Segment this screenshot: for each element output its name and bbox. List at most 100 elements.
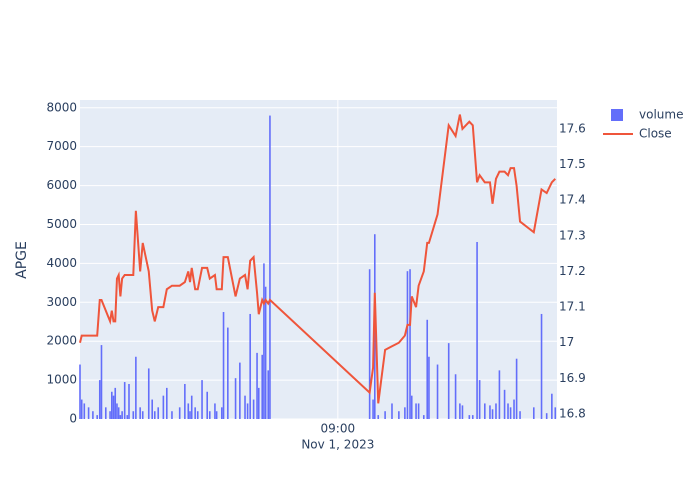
bar xyxy=(264,286,267,419)
bar xyxy=(417,403,420,419)
y2-tick-label: 17.1 xyxy=(559,300,586,314)
y-tick-label: 0 xyxy=(69,412,77,426)
bar xyxy=(545,413,548,419)
bar xyxy=(447,343,450,419)
bar xyxy=(252,399,255,419)
y-tick-label: 6000 xyxy=(46,178,77,192)
bar xyxy=(112,395,115,419)
bar xyxy=(398,411,400,419)
bar xyxy=(153,411,156,419)
bar xyxy=(187,403,190,419)
bar xyxy=(139,407,141,419)
bar xyxy=(406,271,409,419)
bar xyxy=(513,399,515,419)
bar xyxy=(422,415,425,419)
bar xyxy=(98,380,101,419)
bar xyxy=(208,411,211,419)
y-axis-title: APGE xyxy=(14,241,30,279)
bar xyxy=(509,407,512,419)
plot-area xyxy=(80,100,557,419)
bar xyxy=(92,411,94,419)
bar xyxy=(261,354,264,419)
bar xyxy=(117,407,120,419)
bar xyxy=(368,269,371,419)
bar xyxy=(227,327,229,419)
y2-tick-label: 17.4 xyxy=(559,193,586,207)
bar xyxy=(551,393,553,419)
bar xyxy=(190,395,193,419)
y-tick-label: 2000 xyxy=(46,334,77,348)
bar xyxy=(415,403,417,419)
bar xyxy=(495,403,497,419)
bar xyxy=(126,415,129,419)
bar xyxy=(489,405,491,419)
bar xyxy=(96,415,98,419)
bar xyxy=(215,411,218,419)
bar xyxy=(249,313,251,419)
bar xyxy=(206,391,208,419)
bar xyxy=(532,407,535,419)
bar xyxy=(222,312,225,419)
bar xyxy=(104,407,107,419)
bar xyxy=(507,403,509,419)
bar xyxy=(157,407,160,419)
bar xyxy=(239,362,241,419)
bar xyxy=(476,241,478,419)
x-date-label: Nov 1, 2023 xyxy=(301,438,374,452)
bar xyxy=(484,403,486,419)
bar xyxy=(162,395,165,419)
bar xyxy=(498,370,501,419)
bar xyxy=(372,399,374,419)
bar xyxy=(214,403,216,419)
y2-tick-label: 16.8 xyxy=(559,407,586,421)
legend-label: Close xyxy=(639,127,672,141)
bar xyxy=(269,115,271,419)
bar xyxy=(166,387,168,419)
y-tick-label: 1000 xyxy=(46,373,77,387)
bar xyxy=(244,395,246,419)
bar xyxy=(256,352,258,419)
bar xyxy=(377,415,380,419)
bar xyxy=(461,405,464,419)
bar xyxy=(114,387,117,419)
bar xyxy=(100,345,103,419)
y-tick-label: 5000 xyxy=(46,217,77,231)
legend-swatch xyxy=(611,109,623,121)
bar xyxy=(391,403,393,419)
bar xyxy=(263,263,265,419)
bar xyxy=(540,313,543,419)
bar xyxy=(123,382,126,419)
bar xyxy=(267,370,270,419)
bar xyxy=(471,415,474,419)
bar xyxy=(87,407,90,419)
bar xyxy=(116,403,118,419)
y2-tick-label: 17 xyxy=(559,335,574,349)
y2-tick-label: 17.3 xyxy=(559,228,586,242)
bar xyxy=(171,411,173,419)
bar xyxy=(409,269,411,419)
bar xyxy=(184,383,186,419)
bar xyxy=(491,409,494,419)
bar xyxy=(454,374,457,419)
legend-label: volume xyxy=(639,108,683,122)
bar xyxy=(178,407,181,419)
bar xyxy=(196,411,199,419)
bar xyxy=(80,399,83,419)
bar xyxy=(384,411,386,419)
bar xyxy=(109,411,111,419)
bar xyxy=(128,383,130,419)
bar xyxy=(189,411,191,419)
bar xyxy=(111,391,113,419)
bar xyxy=(119,415,122,419)
bar xyxy=(83,403,86,419)
bar xyxy=(519,411,521,419)
bar xyxy=(404,407,406,419)
bar xyxy=(151,399,153,419)
bar xyxy=(554,407,557,419)
y-tick-label: 3000 xyxy=(46,295,77,309)
bar xyxy=(234,378,237,419)
bar xyxy=(201,380,203,419)
y2-tick-label: 16.9 xyxy=(559,371,586,385)
bar xyxy=(468,415,471,419)
